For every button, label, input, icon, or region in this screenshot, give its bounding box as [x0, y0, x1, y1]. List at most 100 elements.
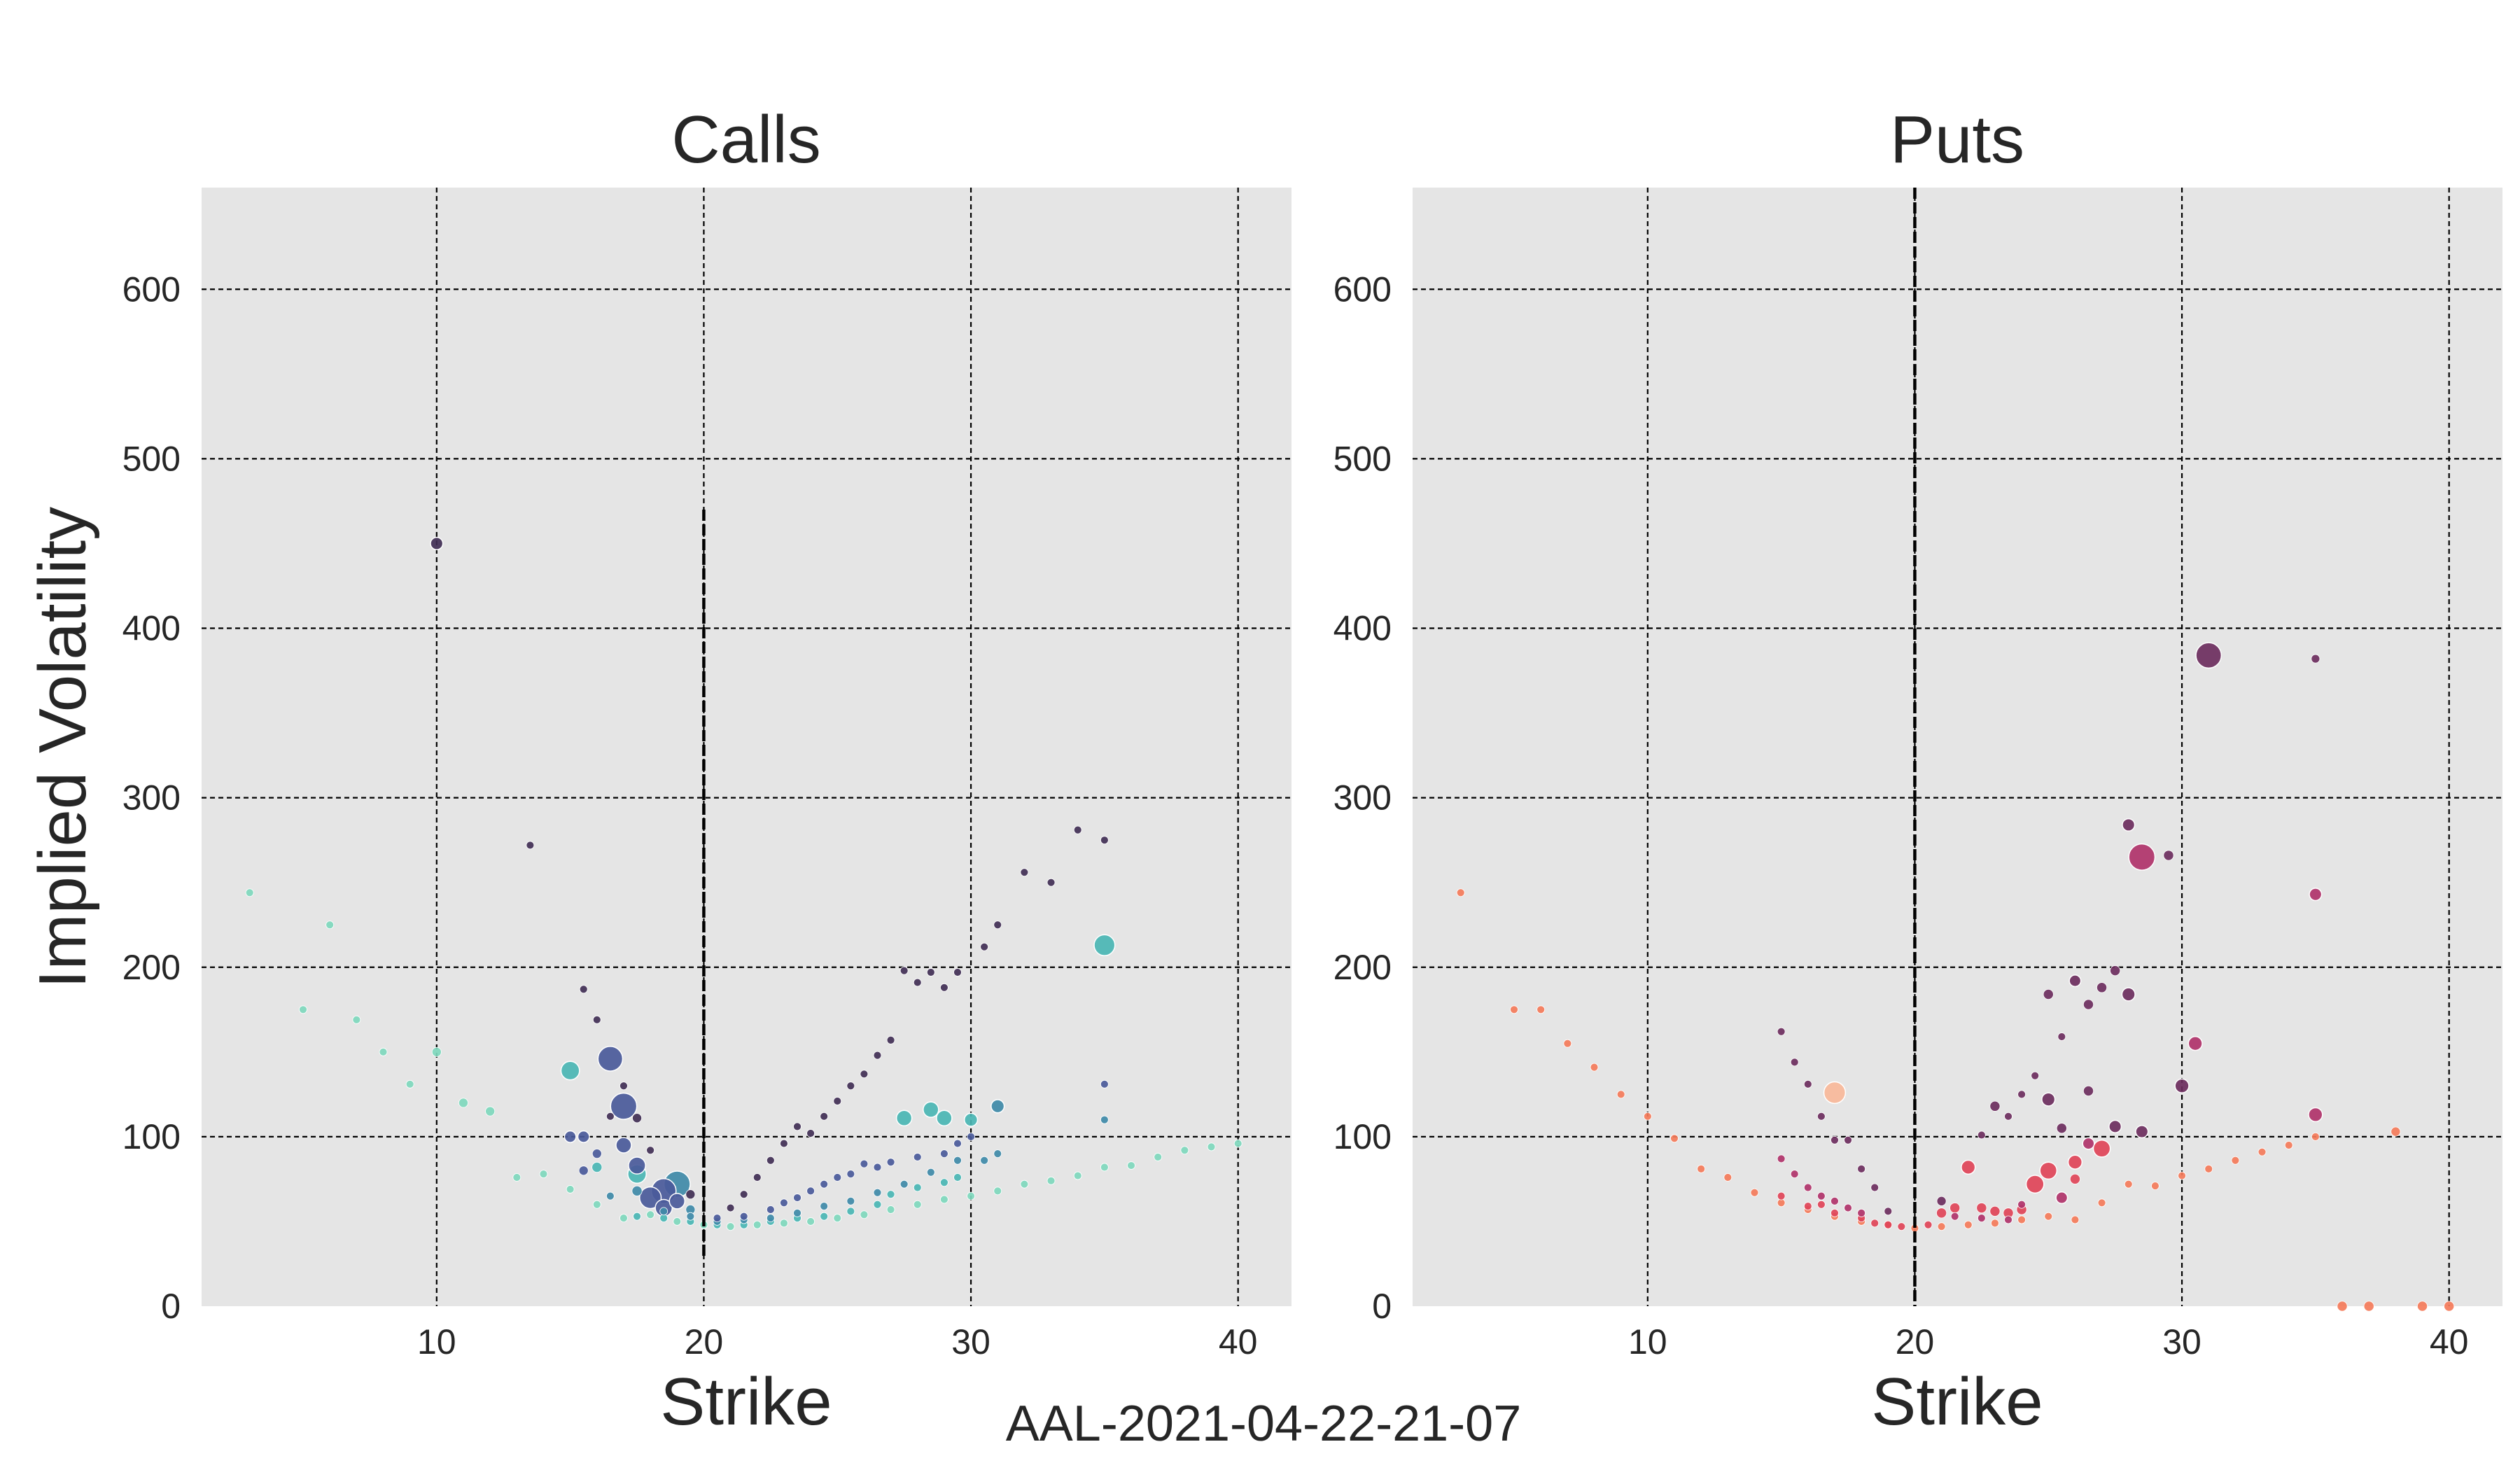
puts-point	[2163, 850, 2174, 861]
calls-point	[846, 1170, 855, 1179]
puts-point	[1976, 1203, 1987, 1214]
calls-point	[577, 1130, 590, 1143]
puts-point	[1670, 1134, 1679, 1143]
calls-point	[939, 1178, 948, 1187]
calls-point	[1100, 1079, 1109, 1088]
puts-point	[2311, 654, 2320, 664]
calls-point	[299, 1005, 307, 1014]
calls-point	[685, 1189, 696, 1200]
calls-point	[431, 1046, 442, 1057]
calls-point	[873, 1051, 882, 1060]
calls-point	[860, 1159, 869, 1168]
calls-point	[980, 1156, 989, 1165]
calls-point	[566, 1185, 575, 1194]
calls-point	[886, 1035, 895, 1044]
calls-point	[606, 1191, 615, 1200]
puts-point	[1816, 1191, 1826, 1200]
puts-point	[2031, 1071, 2040, 1080]
calls-point	[1100, 836, 1109, 845]
calls-point	[752, 1220, 762, 1229]
puts-point	[2135, 1125, 2149, 1139]
puts-point	[1949, 1203, 1961, 1214]
calls-point	[993, 1186, 1002, 1196]
calls-point	[1100, 1115, 1109, 1124]
puts-point	[1816, 1112, 1826, 1121]
puts-point	[1830, 1135, 1839, 1144]
puts-point	[2082, 1137, 2095, 1150]
puts-point	[2108, 1119, 2122, 1133]
calls-point	[913, 1183, 922, 1192]
puts-x-tick-label: 20	[1896, 1322, 1935, 1362]
puts-point	[2082, 999, 2094, 1010]
puts-point	[2055, 1191, 2068, 1205]
calls-point	[578, 1166, 589, 1176]
calls-points	[245, 536, 1242, 1231]
puts-point	[2188, 1036, 2203, 1051]
calls-x-tick-label: 10	[417, 1322, 456, 1362]
puts-point	[1750, 1188, 1759, 1197]
puts-point	[2416, 1301, 2428, 1312]
calls-point	[780, 1219, 788, 1228]
calls-point	[592, 1200, 601, 1209]
calls-point	[1073, 825, 1082, 834]
calls-point	[752, 1173, 762, 1182]
calls-point	[620, 1082, 628, 1091]
puts-point	[2082, 1085, 2094, 1097]
calls-point	[245, 888, 254, 897]
calls-point	[993, 920, 1002, 930]
puts-y-tick-label: 300	[1334, 778, 1392, 818]
calls-point	[806, 1186, 815, 1196]
puts-point	[2337, 1301, 2348, 1312]
puts-point	[2004, 1112, 2012, 1121]
calls-point	[833, 1214, 842, 1222]
calls-point	[1046, 1176, 1056, 1185]
calls-point	[632, 1113, 643, 1124]
calls-point	[953, 1156, 962, 1165]
calls-point	[780, 1139, 788, 1148]
calls-point	[939, 1195, 948, 1204]
puts-x-tick-label: 40	[2430, 1322, 2469, 1362]
puts-point	[2174, 1078, 2190, 1093]
puts-point	[1777, 1191, 1786, 1200]
calls-point	[1093, 934, 1116, 956]
calls-point	[820, 1112, 829, 1121]
calls-point	[846, 1082, 855, 1091]
puts-point	[2071, 1215, 2080, 1224]
calls-point	[926, 968, 935, 976]
puts-point	[2444, 1301, 2455, 1312]
puts-point	[1857, 1164, 1866, 1173]
puts-point	[2128, 843, 2156, 871]
calls-point	[646, 1146, 655, 1155]
puts-point	[1950, 1212, 1959, 1221]
calls-x-axis-label: Strike	[660, 1364, 832, 1439]
calls-point	[610, 1092, 638, 1120]
puts-point	[2069, 1173, 2080, 1184]
calls-point	[993, 1149, 1002, 1158]
puts-point	[2121, 987, 2136, 1002]
calls-point	[713, 1214, 722, 1222]
puts-point	[2284, 1141, 2293, 1149]
calls-point	[1073, 1171, 1082, 1180]
calls-y-tick-label: 100	[122, 1117, 181, 1156]
calls-point	[967, 1132, 975, 1141]
calls-point	[793, 1208, 802, 1217]
puts-point	[1816, 1200, 1826, 1209]
puts-point	[2309, 888, 2323, 902]
puts-point	[1937, 1222, 1946, 1231]
calls-point	[628, 1156, 646, 1175]
calls-point	[1020, 868, 1029, 877]
calls-point	[739, 1190, 748, 1199]
calls-point	[895, 1110, 913, 1126]
calls-point	[512, 1173, 522, 1182]
puts-point	[2017, 1200, 2026, 1209]
puts-point	[1830, 1196, 1839, 1205]
calls-point	[780, 1198, 788, 1208]
puts-points	[1456, 642, 2455, 1312]
calls-point	[405, 1079, 414, 1088]
puts-point	[1456, 888, 1465, 897]
puts-point	[1989, 1205, 2001, 1217]
calls-point	[873, 1163, 882, 1172]
y-axis-label: Implied Volatility	[25, 507, 100, 988]
